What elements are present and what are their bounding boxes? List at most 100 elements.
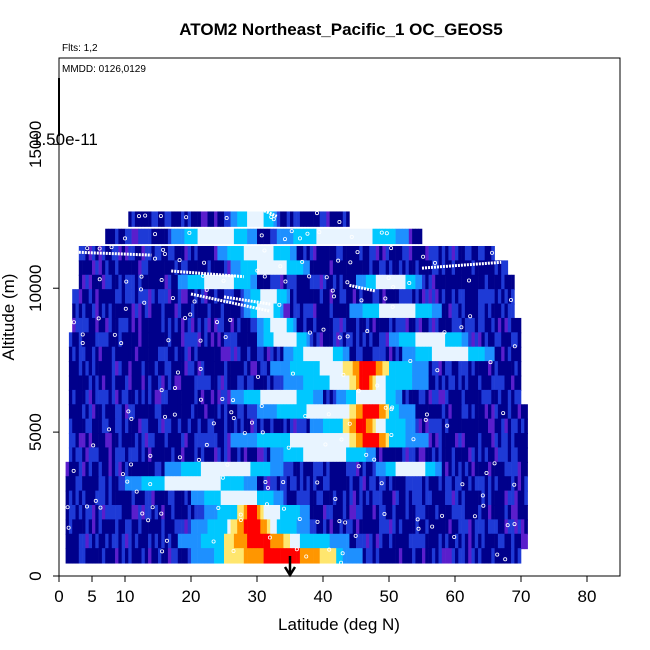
- heatmap-cell: [250, 447, 254, 463]
- heatmap-cell: [134, 519, 139, 535]
- heatmap-cell: [174, 228, 179, 245]
- heatmap-cell: [164, 289, 169, 305]
- heatmap-cell: [481, 504, 485, 521]
- heatmap-cell: [296, 289, 301, 305]
- heatmap-cell: [111, 389, 116, 406]
- heatmap-cell: [326, 289, 330, 305]
- heatmap-cell: [494, 389, 499, 406]
- heatmap-cell: [356, 361, 360, 377]
- heatmap-cell: [511, 404, 515, 420]
- heatmap-cell: [369, 533, 373, 550]
- heatmap-cell: [332, 433, 337, 449]
- heatmap-cell: [422, 447, 426, 463]
- heatmap-cell: [164, 404, 169, 420]
- heatmap-cell: [478, 461, 482, 478]
- heatmap-cell: [240, 548, 245, 564]
- heatmap-cell: [266, 461, 271, 478]
- heatmap-cell: [408, 447, 413, 463]
- heatmap-cell: [517, 490, 522, 506]
- heatmap-cell: [141, 211, 146, 227]
- observation-dot: [323, 442, 328, 447]
- heatmap-cell: [379, 317, 383, 334]
- heatmap-cell: [181, 245, 185, 262]
- heatmap-cell: [141, 461, 146, 478]
- heatmap-cell: [299, 447, 304, 463]
- heatmap-cell: [75, 389, 80, 406]
- heatmap-cell: [270, 389, 274, 406]
- heatmap-cell: [204, 418, 208, 435]
- heatmap-cell: [359, 433, 363, 449]
- heatmap-cell: [167, 519, 172, 535]
- heatmap-cell: [303, 461, 307, 478]
- heatmap-cell: [494, 519, 499, 535]
- heatmap-cell: [461, 504, 466, 521]
- heatmap-cell: [118, 447, 122, 463]
- heatmap-cell: [451, 303, 456, 319]
- heatmap-cell: [174, 332, 179, 348]
- heatmap-cell: [402, 260, 406, 276]
- heatmap-cell: [319, 274, 324, 291]
- heatmap-cell: [412, 228, 416, 245]
- observation-dot: [159, 388, 164, 393]
- heatmap-cell: [408, 533, 413, 550]
- heatmap-cell: [220, 418, 225, 435]
- heatmap-cell: [415, 289, 419, 305]
- heatmap-cell: [425, 274, 429, 291]
- heatmap-cell: [263, 332, 268, 348]
- heatmap-cell: [392, 433, 396, 449]
- heatmap-cell: [461, 418, 466, 435]
- heatmap-cell: [98, 389, 103, 406]
- heatmap-cell: [88, 490, 93, 506]
- heatmap-cell: [171, 245, 175, 262]
- heatmap-cell: [134, 548, 139, 564]
- heatmap-cell: [372, 245, 377, 262]
- heatmap-cell: [98, 433, 103, 449]
- heatmap-cell: [336, 317, 340, 334]
- heatmap-cell: [484, 389, 489, 406]
- observation-dot: [198, 397, 203, 402]
- heatmap-cell: [385, 548, 390, 564]
- heatmap-cell: [204, 548, 208, 564]
- heatmap-cell: [319, 375, 324, 391]
- heatmap-cell: [478, 433, 482, 449]
- heatmap-cell: [349, 361, 353, 377]
- heatmap-cell: [243, 447, 248, 463]
- heatmap-cell: [111, 303, 116, 319]
- heatmap-cell: [303, 361, 307, 377]
- heatmap-cell: [402, 504, 406, 521]
- heatmap-cell: [164, 375, 169, 391]
- heatmap-cell: [131, 375, 136, 391]
- heatmap-cell: [408, 303, 413, 319]
- heatmap-cell: [488, 361, 492, 377]
- observation-dot: [260, 430, 265, 435]
- heatmap-cell: [293, 461, 297, 478]
- heatmap-cell: [217, 211, 221, 227]
- heatmap-cell: [174, 274, 179, 291]
- heatmap-cell: [240, 418, 245, 435]
- heatmap-cell: [191, 211, 195, 227]
- heatmap-cell: [385, 389, 390, 406]
- heatmap-cell: [233, 461, 238, 478]
- heatmap-cell: [280, 447, 284, 463]
- heatmap-cell: [455, 389, 459, 406]
- heatmap-cell: [458, 461, 462, 478]
- heatmap-cell: [230, 303, 235, 319]
- heatmap-cell: [141, 447, 146, 463]
- heatmap-cell: [375, 375, 380, 391]
- heatmap-cell: [283, 245, 287, 262]
- heatmap-cell: [230, 548, 235, 564]
- heatmap-cell: [131, 228, 136, 245]
- heatmap-cell: [342, 260, 347, 276]
- heatmap-cell: [247, 548, 251, 564]
- heatmap-cell: [504, 289, 509, 305]
- heatmap-cell: [299, 533, 304, 550]
- heatmap-cell: [494, 433, 499, 449]
- heatmap-cell: [125, 519, 129, 535]
- heatmap-cell: [299, 274, 304, 291]
- heatmap-cell: [356, 274, 360, 291]
- heatmap-cell: [151, 361, 155, 377]
- observation-dot: [383, 296, 388, 301]
- heatmap-cell: [257, 404, 261, 420]
- heatmap-cell: [478, 303, 482, 319]
- heatmap-cell: [161, 548, 165, 564]
